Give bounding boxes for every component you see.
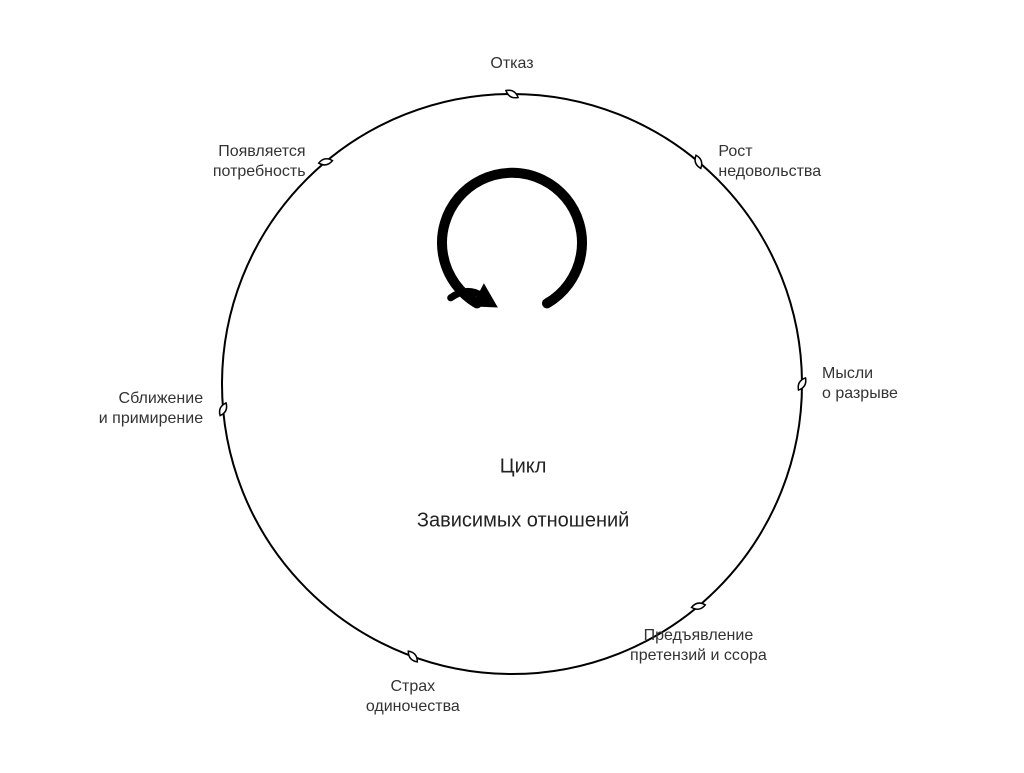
node-label: Рост недовольства <box>718 142 821 182</box>
leaf-marker <box>406 649 420 664</box>
center-title-line2: Зависимых отношений <box>417 510 629 532</box>
leaf-marker <box>318 158 333 166</box>
node-label: Сближение и примирение <box>99 389 203 429</box>
leaf-marker <box>691 602 706 610</box>
node-label: Мысли о разрыве <box>822 364 898 404</box>
center-title: Цикл Зависимых отношений <box>395 427 630 562</box>
leaf-marker <box>693 154 703 169</box>
leaf-marker <box>217 402 228 417</box>
node-label: Появляется потребность <box>213 142 306 182</box>
cycle-diagram: Цикл Зависимых отношений Отказ Рост недов… <box>0 0 1024 768</box>
node-label: Страх одиночества <box>366 677 460 717</box>
node-label: Отказ <box>490 54 533 74</box>
center-title-line1: Цикл <box>500 456 547 478</box>
node-label: Предъявление претензий и ссора <box>630 626 767 666</box>
